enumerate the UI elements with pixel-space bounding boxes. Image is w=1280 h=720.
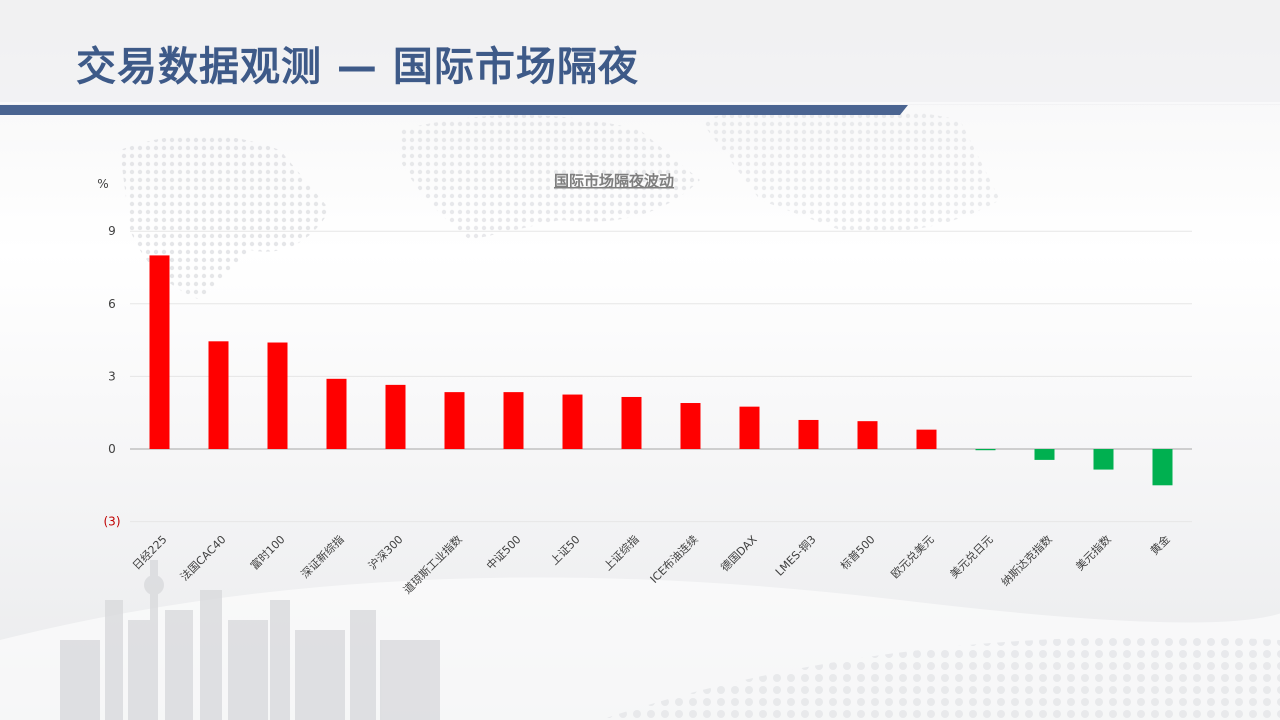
bar — [916, 429, 937, 449]
bar — [208, 341, 229, 449]
x-tick-label: 黄金 — [1147, 532, 1172, 557]
x-tick-label: LMES-铜3 — [772, 532, 818, 578]
x-tick-label: ICE布油连续 — [647, 532, 701, 586]
y-tick-label: (3) — [104, 515, 121, 529]
x-tick-label: 欧元兑美元 — [888, 532, 937, 581]
bar — [562, 394, 583, 449]
x-tick-label: 德国DAX — [718, 532, 760, 574]
x-tick-label: 深证新综指 — [298, 532, 347, 581]
y-tick-label: 3 — [108, 369, 116, 383]
bar — [267, 342, 288, 449]
page-title: 交易数据观测 — 国际市场隔夜 — [76, 44, 639, 90]
chart-title: 国际市场隔夜波动 — [554, 172, 674, 190]
bar — [975, 449, 996, 451]
bar — [326, 378, 347, 449]
bar — [739, 406, 760, 449]
x-tick-label: 标普500 — [837, 532, 877, 572]
bar — [857, 421, 878, 449]
bar — [385, 384, 406, 449]
x-tick-label: 沪深300 — [365, 532, 405, 572]
x-tick-label: 日经225 — [130, 533, 170, 573]
x-tick-label: 美元兑日元 — [947, 532, 996, 581]
x-tick-label: 上证50 — [548, 533, 583, 568]
bar — [444, 392, 465, 449]
x-tick-label: 美元指数 — [1073, 532, 1114, 573]
y-tick-label: 0 — [108, 442, 116, 456]
x-tick-label: 纳斯达克指数 — [998, 532, 1055, 589]
x-tick-label: 中证500 — [484, 533, 524, 573]
bar — [503, 392, 524, 449]
gridlines — [130, 230, 1192, 523]
y-axis-unit-label: % — [97, 177, 108, 191]
y-tick-label: 9 — [108, 224, 116, 238]
bars — [149, 255, 1173, 486]
bar — [149, 255, 170, 449]
x-tick-label: 富时100 — [247, 532, 287, 572]
bar — [680, 403, 701, 449]
title-bar-decoration — [0, 0, 1280, 115]
x-tick-label: 上证综指 — [601, 532, 642, 573]
bar — [798, 419, 819, 449]
bar — [1152, 449, 1173, 486]
x-tick-label: 法国CAC40 — [177, 532, 228, 583]
x-tick-label: 道琼斯工业指数 — [400, 532, 464, 596]
bar — [1093, 449, 1114, 470]
bar — [1034, 449, 1055, 460]
y-tick-label: 6 — [108, 297, 116, 311]
y-axis-ticks: 9 6 3 0 (3) — [104, 224, 121, 528]
bar — [621, 396, 642, 449]
